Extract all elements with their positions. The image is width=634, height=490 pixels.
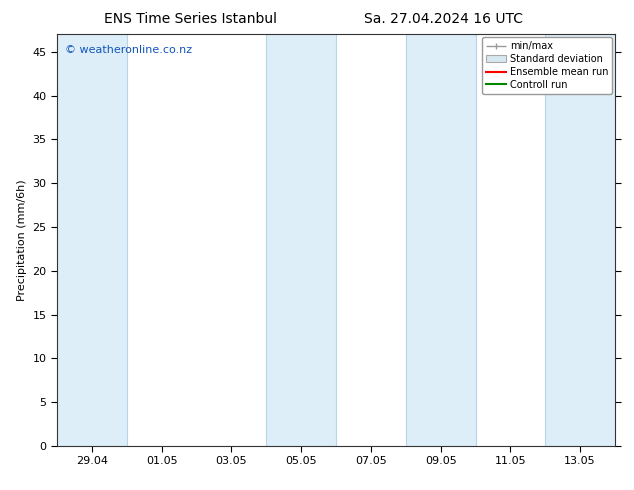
Bar [406, 34, 476, 446]
Y-axis label: Precipitation (mm/6h): Precipitation (mm/6h) [17, 179, 27, 301]
Text: © weatheronline.co.nz: © weatheronline.co.nz [65, 45, 193, 54]
Legend: min/max, Standard deviation, Ensemble mean run, Controll run: min/max, Standard deviation, Ensemble me… [482, 37, 612, 94]
Text: Sa. 27.04.2024 16 UTC: Sa. 27.04.2024 16 UTC [365, 12, 523, 26]
Bar [545, 34, 615, 446]
Text: ENS Time Series Istanbul: ENS Time Series Istanbul [104, 12, 276, 26]
Bar [57, 34, 127, 446]
Bar [266, 34, 336, 446]
